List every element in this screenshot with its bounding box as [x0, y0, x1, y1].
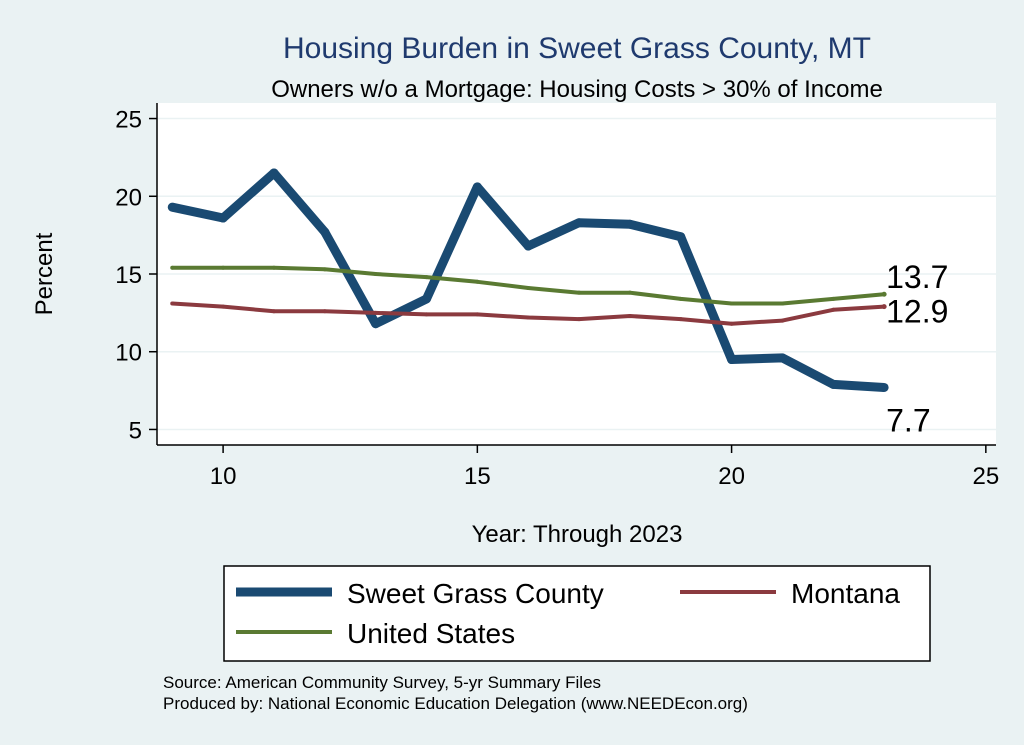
point-united-states-13 — [373, 272, 378, 276]
legend-box — [223, 565, 931, 662]
y-tick-label-25: 25 — [115, 107, 142, 134]
legend-label-sweet-grass-county: Sweet Grass County — [347, 578, 604, 609]
end-labels: 7.7 12.913.7 — [881, 259, 948, 438]
point-montana-14 — [424, 312, 429, 317]
end-label-united-states: 13.7 — [886, 259, 948, 295]
point-sweet-grass-county-10 — [218, 213, 228, 223]
point-united-states-9 — [170, 265, 175, 270]
x-tick-label-10: 10 — [210, 463, 237, 490]
point-montana-18 — [627, 313, 632, 318]
legend-label-montana: Montana — [791, 578, 900, 609]
legend: Sweet Grass County Montana United States — [223, 565, 931, 662]
chart-subtitle: Owners w/o a Mortgage: Housing Costs > 3… — [271, 76, 883, 103]
point-montana-13 — [373, 310, 378, 315]
point-united-states-12 — [322, 267, 327, 272]
y-tick-label-5: 5 — [129, 417, 142, 444]
producer-note: Produced by: National Economic Education… — [163, 694, 748, 713]
point-sweet-grass-county-9 — [167, 202, 177, 212]
y-axis-ticks: 5 10 15 20 25 — [115, 107, 157, 444]
point-montana-15 — [475, 312, 480, 317]
point-sweet-grass-county-20 — [727, 355, 737, 364]
chart-title: Housing Burden in Sweet Grass County, MT — [283, 32, 871, 65]
point-montana-22 — [831, 307, 836, 312]
x-tick-label-20: 20 — [718, 463, 745, 490]
y-tick-label-10: 10 — [115, 340, 142, 367]
x-tick-label-25: 25 — [972, 463, 999, 490]
point-montana-19 — [678, 317, 683, 322]
point-united-states-14 — [424, 275, 429, 280]
point-united-states-16 — [526, 285, 531, 290]
point-united-states-22 — [831, 296, 836, 301]
point-sweet-grass-county-21 — [777, 353, 787, 363]
point-montana-11 — [271, 309, 276, 314]
point-sweet-grass-county-14 — [421, 294, 431, 304]
legend-label-united-states: United States — [347, 618, 515, 649]
end-label-sweet-grass-county: 7.7 — [886, 402, 930, 438]
end-marker-sweet-grass-county — [881, 384, 887, 390]
point-sweet-grass-county-13 — [371, 319, 381, 329]
point-united-states-21 — [780, 301, 785, 306]
end-marker-montana — [881, 304, 887, 310]
point-sweet-grass-county-17 — [574, 218, 584, 228]
point-sweet-grass-county-11 — [269, 168, 279, 178]
point-sweet-grass-county-18 — [625, 219, 635, 229]
x-tick-label-15: 15 — [464, 463, 491, 490]
point-montana-9 — [170, 301, 175, 306]
point-united-states-10 — [221, 265, 226, 270]
x-axis-title: Year: Through 2023 — [472, 521, 683, 548]
point-sweet-grass-county-19 — [676, 232, 686, 242]
point-montana-10 — [221, 304, 226, 309]
point-united-states-15 — [475, 279, 480, 284]
y-axis-title: Percent — [31, 232, 58, 315]
point-montana-17 — [577, 317, 582, 322]
y-tick-label-20: 20 — [115, 184, 142, 211]
point-montana-20 — [729, 321, 734, 326]
x-axis-ticks: 10 15 20 25 — [210, 445, 999, 490]
point-sweet-grass-county-22 — [828, 379, 838, 389]
point-sweet-grass-county-15 — [472, 182, 482, 192]
point-montana-12 — [322, 309, 327, 314]
point-sweet-grass-county-12 — [320, 227, 330, 237]
point-montana-16 — [526, 315, 531, 320]
y-tick-label-15: 15 — [115, 262, 142, 289]
source-note: Source: American Community Survey, 5-yr … — [163, 673, 601, 692]
end-marker-united-states — [881, 291, 887, 297]
point-montana-21 — [780, 318, 785, 323]
point-sweet-grass-county-16 — [523, 241, 533, 251]
point-united-states-17 — [577, 290, 582, 295]
point-united-states-18 — [627, 290, 632, 295]
point-united-states-11 — [271, 265, 276, 270]
point-united-states-19 — [678, 296, 683, 301]
end-label-montana: 12.9 — [886, 294, 948, 330]
point-united-states-20 — [729, 301, 734, 306]
series-lines — [167, 168, 889, 392]
